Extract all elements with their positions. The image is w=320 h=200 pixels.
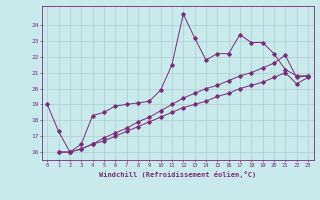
- X-axis label: Windchill (Refroidissement éolien,°C): Windchill (Refroidissement éolien,°C): [99, 171, 256, 178]
